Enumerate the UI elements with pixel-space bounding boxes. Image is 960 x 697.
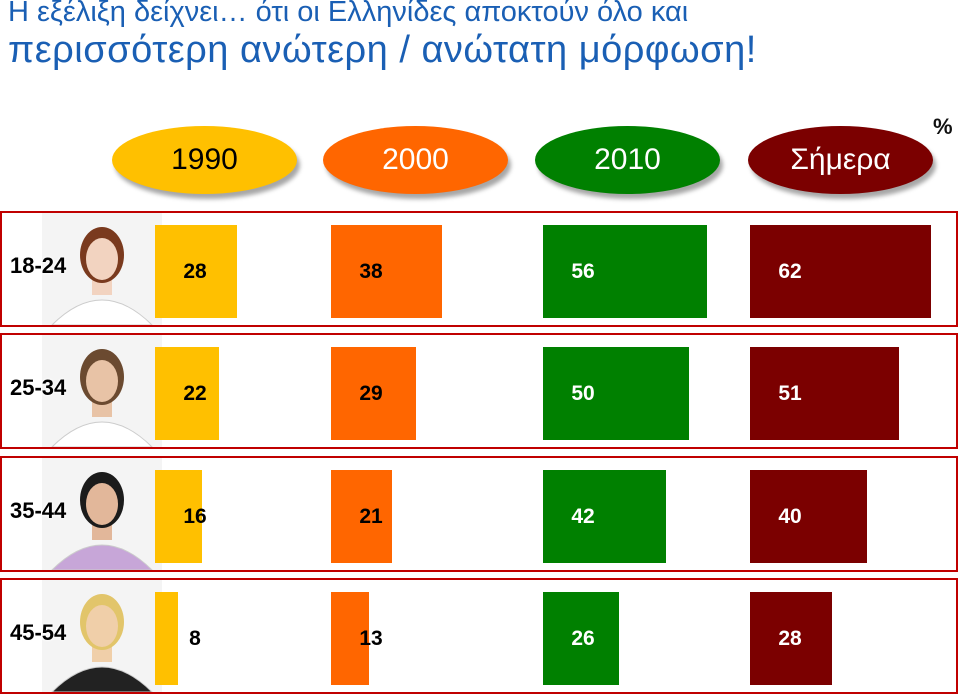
bar-2010-25-34	[543, 347, 689, 440]
bar-2000-35-44	[331, 470, 392, 563]
age-row-1: 25-34 22 29 50 51	[0, 333, 958, 449]
data-label: 28	[183, 259, 207, 283]
bar-2010-35-44	[543, 470, 666, 563]
bar-2000-18-24	[331, 225, 442, 318]
bar-2010-45-54	[543, 592, 619, 685]
legend-pill-0: 1990	[112, 126, 297, 194]
unit-label: %	[933, 114, 953, 139]
age-row-2: 35-44 16 21 42 40	[0, 456, 958, 572]
data-label: 29	[359, 381, 383, 405]
bar-1990-35-44	[155, 470, 202, 563]
data-label: 26	[571, 626, 595, 650]
slide-title: Η εξέλιξη δείχνει… ότι οι Ελληνίδες αποκ…	[8, 0, 958, 69]
legend-pill-2: 2010	[535, 126, 720, 194]
portrait-photo	[42, 335, 162, 447]
bar-2000-25-34	[331, 347, 416, 440]
data-label: 38	[359, 259, 383, 283]
bar-Σήμερα-45-54	[750, 592, 832, 685]
data-label: 40	[778, 504, 802, 528]
age-group-label: 18-24	[10, 253, 67, 278]
data-label: 28	[778, 626, 802, 650]
age-group-label: 35-44	[10, 498, 67, 523]
portrait-photo	[42, 458, 162, 570]
title-line-1: Η εξέλιξη δείχνει… ότι οι Ελληνίδες αποκ…	[8, 0, 689, 28]
data-label: 16	[183, 504, 207, 528]
portrait-photo	[42, 213, 162, 325]
bar-Σήμερα-25-34	[750, 347, 899, 440]
age-group-label: 45-54	[10, 620, 67, 645]
title-line-2: περισσότερη ανώτερη / ανώτατη μόρφωση!	[8, 29, 757, 71]
data-label: 56	[571, 259, 595, 283]
portrait-photo	[42, 580, 162, 692]
legend-pill-3: Σήμερα	[748, 126, 933, 194]
bar-1990-18-24	[155, 225, 237, 318]
data-label: 21	[359, 504, 383, 528]
bar-Σήμερα-18-24	[750, 225, 931, 318]
bar-Σήμερα-35-44	[750, 470, 867, 563]
bar-2010-18-24	[543, 225, 707, 318]
bar-2000-45-54	[331, 592, 369, 685]
data-label: 62	[778, 259, 802, 283]
bar-1990-45-54	[155, 592, 178, 685]
data-label: 51	[778, 381, 802, 405]
data-label: 13	[359, 626, 383, 650]
age-row-3: 45-54 8 13 26 28	[0, 578, 958, 694]
age-group-label: 25-34	[10, 375, 67, 400]
bar-1990-25-34	[155, 347, 219, 440]
legend-pill-1: 2000	[323, 126, 508, 194]
age-row-0: 18-24 28 38 56 62	[0, 211, 958, 327]
data-label: 22	[183, 381, 207, 405]
data-label: 42	[571, 504, 595, 528]
data-label: 50	[571, 381, 595, 405]
data-label: 8	[189, 626, 201, 650]
